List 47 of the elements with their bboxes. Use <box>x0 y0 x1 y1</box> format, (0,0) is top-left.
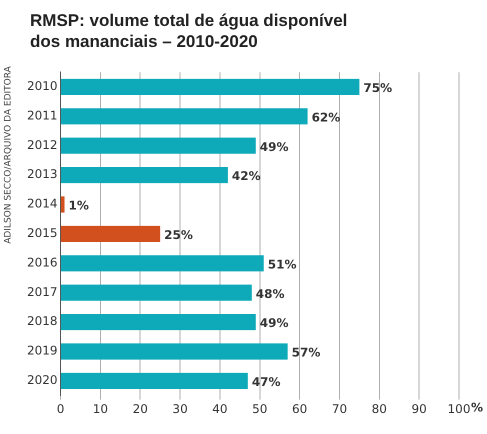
bar <box>60 167 228 184</box>
data-label: 1% <box>68 198 89 213</box>
x-tick-label: 90 <box>412 402 427 416</box>
y-tick-label: 2018 <box>26 314 58 328</box>
bar <box>60 226 160 242</box>
data-label: 49% <box>260 140 289 154</box>
data-label: 25% <box>164 228 193 242</box>
data-label: 62% <box>312 110 340 124</box>
x-tick-label: 60 <box>292 402 308 416</box>
bar <box>60 372 248 389</box>
bar <box>60 108 308 124</box>
y-tick-label: 2015 <box>26 226 58 240</box>
y-tick-label: 2020 <box>26 373 58 388</box>
text: ADILSON SECCO/ARQUIVO DA EDITORA <box>3 65 14 244</box>
bar <box>60 284 252 301</box>
x-tick-label: 20 <box>132 402 148 416</box>
x-tick-label: 50 <box>252 402 268 416</box>
bar <box>60 78 360 95</box>
y-tick-label: 2010 <box>26 79 58 94</box>
x-tick-label: 80 <box>372 402 387 416</box>
data-label: 51% <box>268 257 296 272</box>
bar <box>60 138 256 154</box>
data-label: 48% <box>256 286 285 301</box>
bar <box>60 343 288 360</box>
data-label: 49% <box>260 316 289 330</box>
y-tick-label: 2017 <box>26 284 58 299</box>
y-tick-label: 2013 <box>26 167 58 182</box>
data-label: 47% <box>252 375 281 390</box>
data-label: 42% <box>232 169 261 184</box>
data-label: 57% <box>292 346 320 360</box>
data-label: 75% <box>363 81 392 96</box>
x-tick-label: 70 <box>332 402 348 416</box>
bar <box>60 255 264 272</box>
x-tick-label: 40 <box>212 402 228 416</box>
y-tick-label: 2011 <box>26 108 58 122</box>
x-axis-title: % <box>471 400 484 415</box>
x-tick-label: 100 <box>448 402 470 416</box>
y-tick-label: 2012 <box>26 138 58 152</box>
bar <box>60 196 65 213</box>
x-tick-label: 0 <box>56 402 64 416</box>
y-tick-label: 2019 <box>26 344 58 358</box>
y-tick-label: 2014 <box>26 196 58 211</box>
bar <box>60 314 256 330</box>
chart-title: RMSP: volume total de água disponível dos mananciais – 2010-2020 <box>29 10 348 53</box>
y-tick-label: 2016 <box>26 255 58 270</box>
x-tick-label: 30 <box>172 402 188 416</box>
x-tick-label: 10 <box>92 402 108 416</box>
